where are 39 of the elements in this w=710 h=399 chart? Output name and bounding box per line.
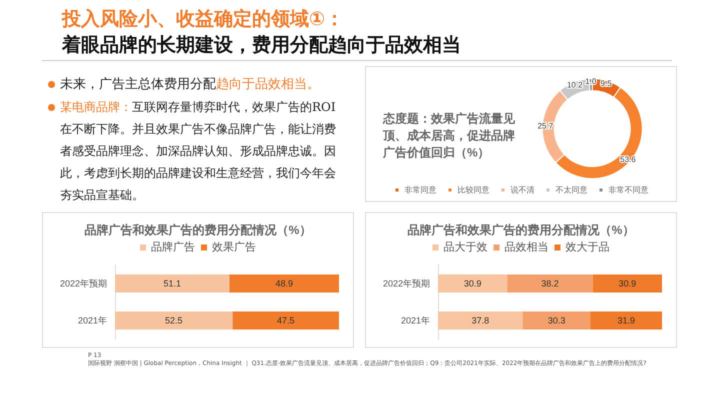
bar: [438, 312, 523, 330]
legend-label: 品效相当: [504, 240, 548, 254]
data-label: 51.1: [163, 278, 181, 288]
bar: [507, 274, 593, 292]
legend-label: 说不清: [510, 186, 534, 194]
y-tick-label: 2022年预期: [382, 278, 430, 288]
bar: [522, 312, 591, 330]
legend-label: 非常不同意: [608, 186, 648, 194]
bar: [438, 274, 508, 292]
legend-label: 非常同意: [404, 186, 436, 194]
text: 投入风险小、收益确定的领域①：: [62, 7, 344, 32]
legend-label: 品牌广告: [151, 240, 195, 254]
data-label: 37.8: [472, 316, 490, 326]
legend-label: 品大于效: [444, 240, 488, 254]
y-tick-label: 2021年: [400, 316, 430, 326]
data-label: 47.5: [277, 316, 295, 326]
data-label: 10.2: [566, 80, 584, 90]
text: 着眼品牌的长期建设，费用分配趋向于品效相当: [62, 33, 461, 58]
data-label: 52.5: [165, 316, 183, 326]
bar: [590, 312, 662, 330]
legend-label: 不太同意: [556, 186, 588, 194]
text: 某电商品牌：: [60, 100, 132, 114]
legend-label: 效果广告: [212, 240, 256, 254]
y-tick-label: 2022年预期: [60, 278, 107, 288]
data-label: 9.5: [600, 79, 612, 88]
legend-label: 比较同意: [458, 186, 490, 194]
bar: [592, 274, 662, 292]
chart-title: 品牌广告和效果广告的费用分配情况（%）: [84, 223, 312, 237]
chart-title: 品牌广告和效果广告的费用分配情况（%）: [408, 223, 634, 237]
data-label: 31.9: [618, 316, 636, 326]
data-label: 38.2: [541, 278, 559, 288]
text: 趋向于品效相当。: [216, 77, 320, 92]
data-label: 30.3: [548, 316, 566, 326]
data-label: 30.9: [464, 278, 482, 288]
y-tick-label: 2021年: [78, 316, 107, 326]
data-label: 30.9: [618, 278, 636, 288]
data-label: 48.9: [275, 278, 293, 288]
legend-label: 效大于品: [566, 240, 610, 254]
text: 态度题：效果广告流量见顶、成本居高，促进品牌广告价值回归（%）: [382, 112, 516, 160]
